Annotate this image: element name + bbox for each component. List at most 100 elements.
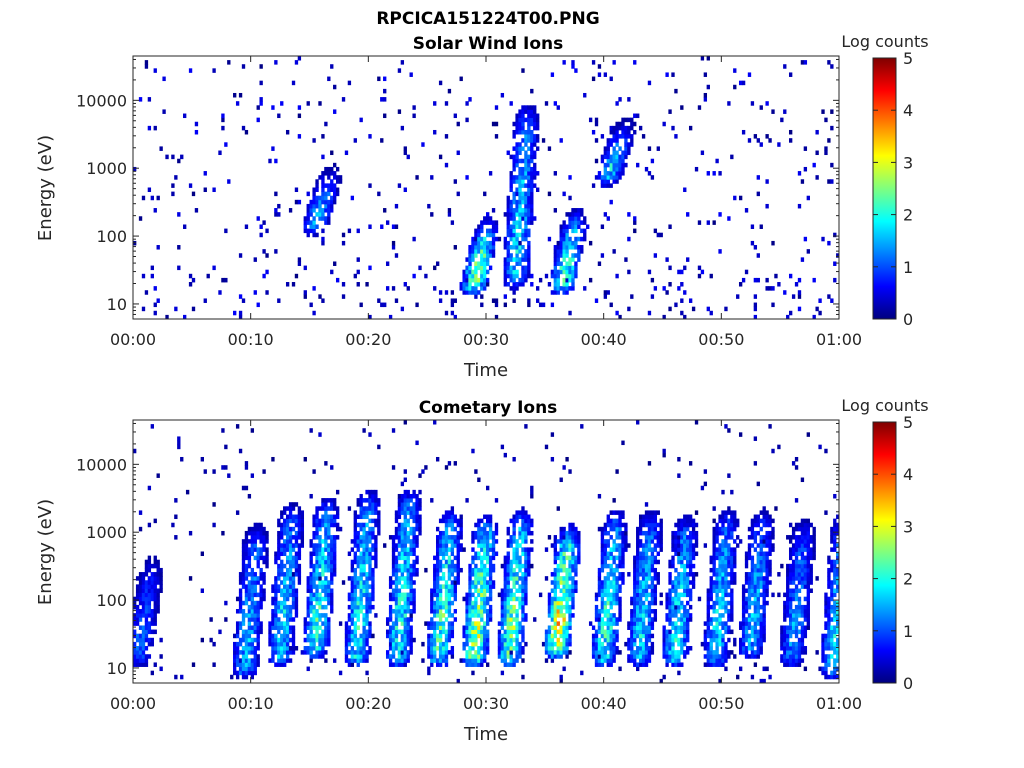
spectrogram-cell: [241, 567, 246, 573]
spectrogram-cell: [571, 539, 575, 544]
spectrogram-cell: [509, 596, 513, 602]
spectrogram-cell: [668, 265, 672, 271]
spectrogram-cell: [365, 617, 369, 622]
spectrogram-cell: [241, 654, 246, 659]
spectrogram-cell: [456, 543, 460, 548]
spectrogram-cell: [244, 224, 249, 229]
spectrogram-cell: [274, 249, 278, 254]
spectrogram-cell: [250, 526, 255, 532]
spectrogram-cell: [233, 662, 237, 667]
spectrogram-cell: [688, 572, 693, 577]
spectrogram-cell: [253, 290, 257, 295]
spectrogram-cell: [474, 522, 478, 528]
spectrogram-cell: [415, 572, 419, 577]
spectrogram-cell: [636, 662, 640, 667]
spectrogram-cell: [512, 290, 516, 295]
spectrogram-cell: [388, 637, 393, 643]
spectrogram-cell: [483, 526, 487, 532]
spectrogram-cell: [556, 555, 560, 561]
spectrogram-cell: [391, 465, 396, 470]
spectrogram-cell: [647, 604, 652, 610]
spectrogram-cell: [271, 584, 275, 589]
spectrogram-cell: [644, 166, 649, 172]
spectrogram-cell: [547, 535, 552, 540]
spectrogram-cell: [618, 543, 622, 548]
spectrogram-cell: [512, 273, 516, 279]
spectrogram-cell: [641, 646, 646, 651]
spectrogram-cell: [312, 592, 316, 598]
spectrogram-cell: [680, 576, 684, 581]
spectrogram-cell: [503, 559, 507, 565]
spectrogram-cell: [274, 212, 278, 217]
spectrogram-cell: [615, 584, 619, 589]
spectrogram-cell: [565, 236, 569, 242]
spectrogram-cell: [341, 294, 346, 299]
spectrogram-cell: [633, 621, 637, 626]
spectrogram-cell: [615, 158, 619, 164]
spectrogram-cell: [271, 641, 275, 647]
spectrogram-cell: [509, 265, 513, 271]
spectrogram-cell: [636, 162, 640, 168]
spectrogram-cell: [606, 617, 610, 622]
spectrogram-cell: [309, 208, 313, 213]
spectrogram-cell: [618, 171, 622, 176]
spectrogram-cell: [530, 518, 534, 524]
spectrogram-cell: [394, 535, 399, 540]
spectrogram-cell: [444, 609, 449, 614]
spectrogram-cell: [471, 555, 475, 561]
spectrogram-cell: [397, 555, 402, 561]
spectrogram-cell: [456, 580, 460, 585]
spectrogram-cell: [609, 175, 613, 180]
spectrogram-cell: [453, 596, 457, 602]
spectrogram-cell: [315, 621, 319, 626]
spectrogram-cell: [509, 212, 513, 217]
spectrogram-cell: [238, 662, 243, 667]
spectrogram-cell: [474, 641, 478, 647]
spectrogram-cell: [227, 60, 231, 65]
spectrogram-cell: [486, 621, 490, 626]
spectrogram-cell: [727, 101, 731, 106]
spectrogram-cell: [383, 88, 387, 94]
spectrogram-cell: [338, 179, 343, 184]
spectrogram-cell: [353, 576, 357, 581]
spectrogram-cell: [724, 306, 728, 312]
spectrogram-cell: [577, 236, 581, 242]
spectrogram-cell: [527, 559, 531, 565]
spectrogram-cell: [312, 191, 316, 197]
spectrogram-cell: [512, 584, 516, 589]
spectrogram-cell: [268, 629, 272, 635]
spectrogram-cell: [624, 142, 628, 147]
spectrogram-cell: [324, 637, 328, 643]
spectrogram-cell: [347, 633, 352, 639]
spectrogram-cell: [259, 522, 263, 528]
spectrogram-cell: [477, 654, 481, 659]
spectrogram-cell: [291, 592, 296, 598]
spectrogram-cell: [471, 621, 475, 626]
spectrogram-cell: [374, 539, 378, 544]
spectrogram-cell: [341, 97, 346, 102]
spectrogram-cell: [612, 526, 616, 532]
spectrogram-cell: [385, 629, 390, 635]
spectrogram-cell: [468, 290, 472, 295]
spectrogram-cell: [647, 637, 652, 643]
spectrogram-cell: [603, 650, 608, 655]
spectrogram-cell: [459, 658, 463, 663]
spectrogram-cell: [144, 637, 149, 643]
spectrogram-cell: [438, 621, 443, 626]
spectrogram-cell: [553, 654, 557, 659]
spectrogram-cell: [615, 600, 619, 606]
spectrogram-cell: [618, 563, 622, 569]
spectrogram-cell: [615, 629, 619, 635]
spectrogram-cell: [277, 551, 281, 557]
spectrogram-cell: [497, 633, 502, 639]
colorbar-tick-label: 0: [903, 310, 913, 329]
spectrogram-cell: [568, 212, 572, 217]
spectrogram-cell: [521, 674, 525, 680]
spectrogram-cell: [615, 617, 619, 622]
spectrogram-cell: [686, 543, 690, 548]
spectrogram-cell: [409, 530, 413, 536]
spectrogram-cell: [524, 641, 528, 647]
spectrogram-cell: [494, 105, 499, 110]
spectrogram-cell: [368, 526, 372, 532]
spectrogram-cell: [365, 588, 369, 593]
